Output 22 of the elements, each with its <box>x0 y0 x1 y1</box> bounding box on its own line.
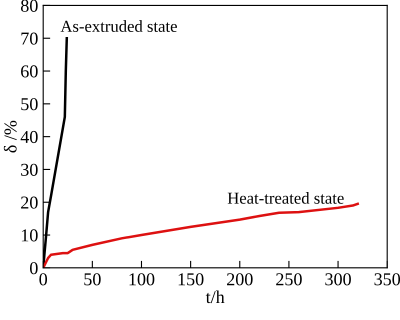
y-axis-title: δ /% <box>4 120 17 152</box>
x-tick-label: 350 <box>374 273 400 286</box>
annotation: Heat-treated state <box>228 192 344 204</box>
x-tick-label: 100 <box>130 273 154 286</box>
y-tick-label: 70 <box>21 32 38 45</box>
x-tick-label: 200 <box>227 273 253 286</box>
x-tick-label: 150 <box>178 273 204 286</box>
y-tick-label: 80 <box>20 0 38 12</box>
x-tick-label: 0 <box>39 273 48 286</box>
y-tick-label: 50 <box>21 98 38 110</box>
y-tick-label: 60 <box>21 65 38 78</box>
y-tick-label: 0 <box>30 262 38 274</box>
x-axis-title: t/h <box>206 290 224 304</box>
y-tick-label: 40 <box>20 130 38 144</box>
y-tick-label: 20 <box>21 196 38 209</box>
x-tick-label: 50 <box>84 273 101 286</box>
y-tick-label: 10 <box>22 229 38 242</box>
line-series <box>43 202 359 268</box>
x-tick-label: 250 <box>276 273 302 286</box>
y-tick-label: 30 <box>21 164 38 176</box>
annotation: As-extruded state <box>60 20 177 32</box>
x-tick-label: 300 <box>325 273 351 286</box>
